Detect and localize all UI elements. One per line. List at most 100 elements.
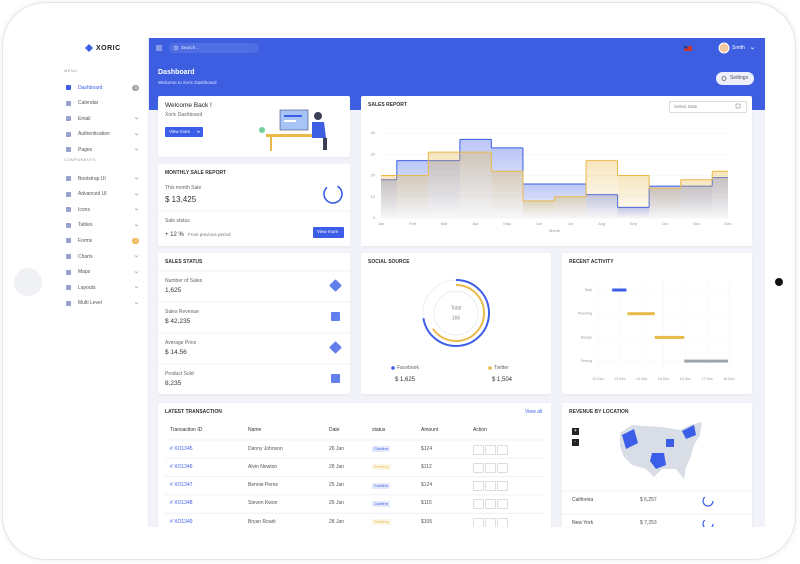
x-tick-label: 13 Dec	[614, 377, 626, 381]
status-badge: Pending	[372, 519, 391, 526]
graphic	[66, 285, 139, 291]
action-button[interactable]	[497, 517, 508, 527]
logo-icon	[85, 44, 93, 52]
status-icon	[329, 279, 342, 292]
sidebar-item[interactable]: Forms 8	[57, 235, 148, 247]
sidebar-label: Email	[78, 115, 91, 122]
x-tick-label: 17 Dec	[701, 377, 713, 381]
action-button[interactable]	[473, 462, 484, 473]
sidebar-icon	[66, 238, 71, 244]
donut-total-label: Total	[451, 305, 462, 311]
action-button[interactable]	[485, 444, 496, 455]
sidebar-item[interactable]: Bootstrap UI	[57, 173, 148, 185]
card-title: REVENUE BY LOCATION	[569, 409, 629, 415]
sidebar-item[interactable]: Tables	[57, 220, 148, 232]
date-picker[interactable]: Select Date	[669, 101, 747, 113]
step-area	[522, 201, 555, 218]
sales-report-card: SALES REPORT Select Date 0 10 20 30 40 Jan Feb Ma…	[361, 96, 752, 246]
step-area	[428, 152, 460, 218]
sidebar-item[interactable]: Pages	[57, 144, 148, 156]
x-tick-label: 15 Dec	[658, 377, 670, 381]
sidebar-icon	[66, 254, 71, 259]
sidebar-label: Layouts	[78, 284, 96, 291]
status-label: Sales Revenue	[165, 309, 199, 315]
graphic	[66, 191, 139, 197]
sales-status-card: SALES STATUS Number of Sales 1,625 Sales Re…	[158, 253, 350, 394]
card-title: SOCIAL SOURCE	[368, 259, 410, 265]
sale-value: $ 13,425	[165, 195, 197, 204]
action-button[interactable]	[473, 517, 484, 527]
action-button[interactable]	[473, 499, 484, 510]
activity-bar	[612, 288, 627, 292]
action-button[interactable]	[497, 444, 508, 455]
settings-label: Settings	[730, 75, 749, 81]
sidebar-item[interactable]: Charts	[57, 251, 148, 263]
status-value: 1,625	[165, 287, 182, 294]
row-label: Testing	[581, 359, 592, 363]
step-area	[712, 171, 728, 218]
action-button[interactable]	[473, 444, 484, 455]
sidebar-item[interactable]: Authentication	[57, 129, 148, 141]
sidebar-label: Forms	[78, 237, 93, 244]
step-area	[396, 175, 429, 218]
graphic	[66, 147, 139, 153]
sidebar-item[interactable]: Layouts	[57, 282, 148, 294]
x-tick-label: May	[503, 221, 511, 226]
sidebar-item[interactable]: Email	[57, 113, 148, 125]
submenu-chevron	[134, 302, 139, 305]
search-box[interactable]	[169, 43, 259, 53]
view-more-button[interactable]: View more	[165, 127, 203, 137]
action-button[interactable]	[485, 517, 496, 527]
action-button[interactable]	[485, 462, 496, 473]
action-button[interactable]	[497, 462, 508, 473]
x-tick-label: Jul	[568, 221, 573, 226]
action-button[interactable]	[485, 499, 496, 510]
sidebar-item[interactable]: Advanced UI	[57, 189, 148, 201]
view-more-button[interactable]: View more	[313, 227, 344, 238]
sidebar-icon	[66, 207, 71, 213]
sidebar-item[interactable]: Calendar	[57, 98, 148, 110]
card-title: LATEST TRANSACTION	[165, 409, 222, 415]
sidebar-label: Advanced UI	[78, 191, 107, 198]
submenu-chevron	[134, 117, 139, 120]
sidebar-label: Charts	[78, 253, 93, 260]
action-button[interactable]	[473, 481, 484, 492]
flag	[684, 46, 692, 51]
search-icon	[174, 46, 178, 50]
sidebar-item[interactable]: Icons	[57, 204, 148, 216]
sidebar-item[interactable]: Multi Level	[57, 298, 148, 310]
transaction-id: # XO1347	[170, 482, 193, 489]
x-tick-label: Jan	[378, 221, 384, 226]
step-area	[586, 160, 618, 218]
submenu-chevron	[134, 270, 139, 274]
amount: $124	[421, 482, 433, 489]
donut-arc	[422, 279, 490, 347]
transaction-id: # XO1345	[170, 445, 193, 452]
donut-arc	[427, 284, 485, 342]
graphic	[562, 422, 752, 527]
status-badge: Confirm	[372, 500, 391, 507]
x-tick-label: 18 Dec	[723, 377, 735, 381]
sidebar-icon	[66, 191, 71, 197]
customer-name: Danny Johnson	[248, 445, 283, 452]
zoom-in[interactable]: +	[572, 428, 579, 435]
status-badge: Confirm	[372, 482, 391, 489]
transaction-date: 26 Jan	[329, 500, 345, 507]
transaction-date: 28 Jan	[329, 463, 345, 470]
sidebar-item[interactable]: Dashboard 3	[57, 82, 148, 94]
action-button[interactable]	[485, 481, 496, 492]
status-label: Number of Sales	[165, 278, 203, 284]
action-button[interactable]	[497, 481, 508, 492]
zoom-out[interactable]: -	[572, 439, 579, 446]
illustration-plant	[259, 127, 265, 133]
sidebar-item[interactable]: Maps	[57, 267, 148, 279]
x-axis-label: Month	[549, 228, 560, 233]
action-button[interactable]	[497, 499, 508, 510]
graphic: Total 166	[391, 279, 492, 370]
settings-button[interactable]: Settings	[716, 72, 754, 85]
x-tick-label: 12 Dec	[592, 377, 604, 381]
recent-activity-card: RECENT ACTIVITY 12 Dec 13 Dec 14 Dec 15 Dec 1…	[562, 253, 752, 394]
view-all-link[interactable]: View all	[525, 409, 543, 415]
screen: XORIC MENU Dashboard 3 Calendar Email Authenti…	[57, 38, 765, 527]
revenue-location-card: REVENUE BY LOCATION + - California $ 6,257 Ne…	[562, 403, 752, 527]
